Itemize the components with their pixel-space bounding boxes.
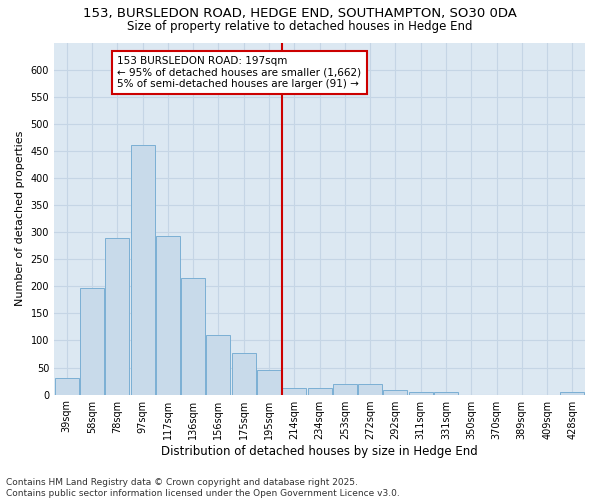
Bar (232, 354, 256, 395)
Bar (434, 392, 458, 394)
Bar (560, 392, 584, 394)
Text: 153, BURSLEDON ROAD, HEDGE END, SOUTHAMPTON, SO30 0DA: 153, BURSLEDON ROAD, HEDGE END, SOUTHAMP… (83, 8, 517, 20)
Bar (181, 278, 205, 394)
Bar (257, 370, 281, 394)
Text: 153 BURSLEDON ROAD: 197sqm
← 95% of detached houses are smaller (1,662)
5% of se: 153 BURSLEDON ROAD: 197sqm ← 95% of deta… (117, 56, 361, 89)
Bar (308, 388, 332, 394)
Text: Size of property relative to detached houses in Hedge End: Size of property relative to detached ho… (127, 20, 473, 33)
Bar (282, 388, 306, 394)
X-axis label: Distribution of detached houses by size in Hedge End: Distribution of detached houses by size … (161, 444, 478, 458)
Bar (206, 335, 230, 394)
Bar (55, 378, 79, 394)
Y-axis label: Number of detached properties: Number of detached properties (15, 131, 25, 306)
Bar (333, 384, 357, 394)
Bar (409, 392, 433, 394)
Bar (156, 236, 180, 394)
Bar (80, 288, 104, 395)
Bar (383, 390, 407, 394)
Bar (105, 238, 129, 394)
Bar (131, 146, 155, 394)
Bar (358, 384, 382, 394)
Text: Contains HM Land Registry data © Crown copyright and database right 2025.
Contai: Contains HM Land Registry data © Crown c… (6, 478, 400, 498)
